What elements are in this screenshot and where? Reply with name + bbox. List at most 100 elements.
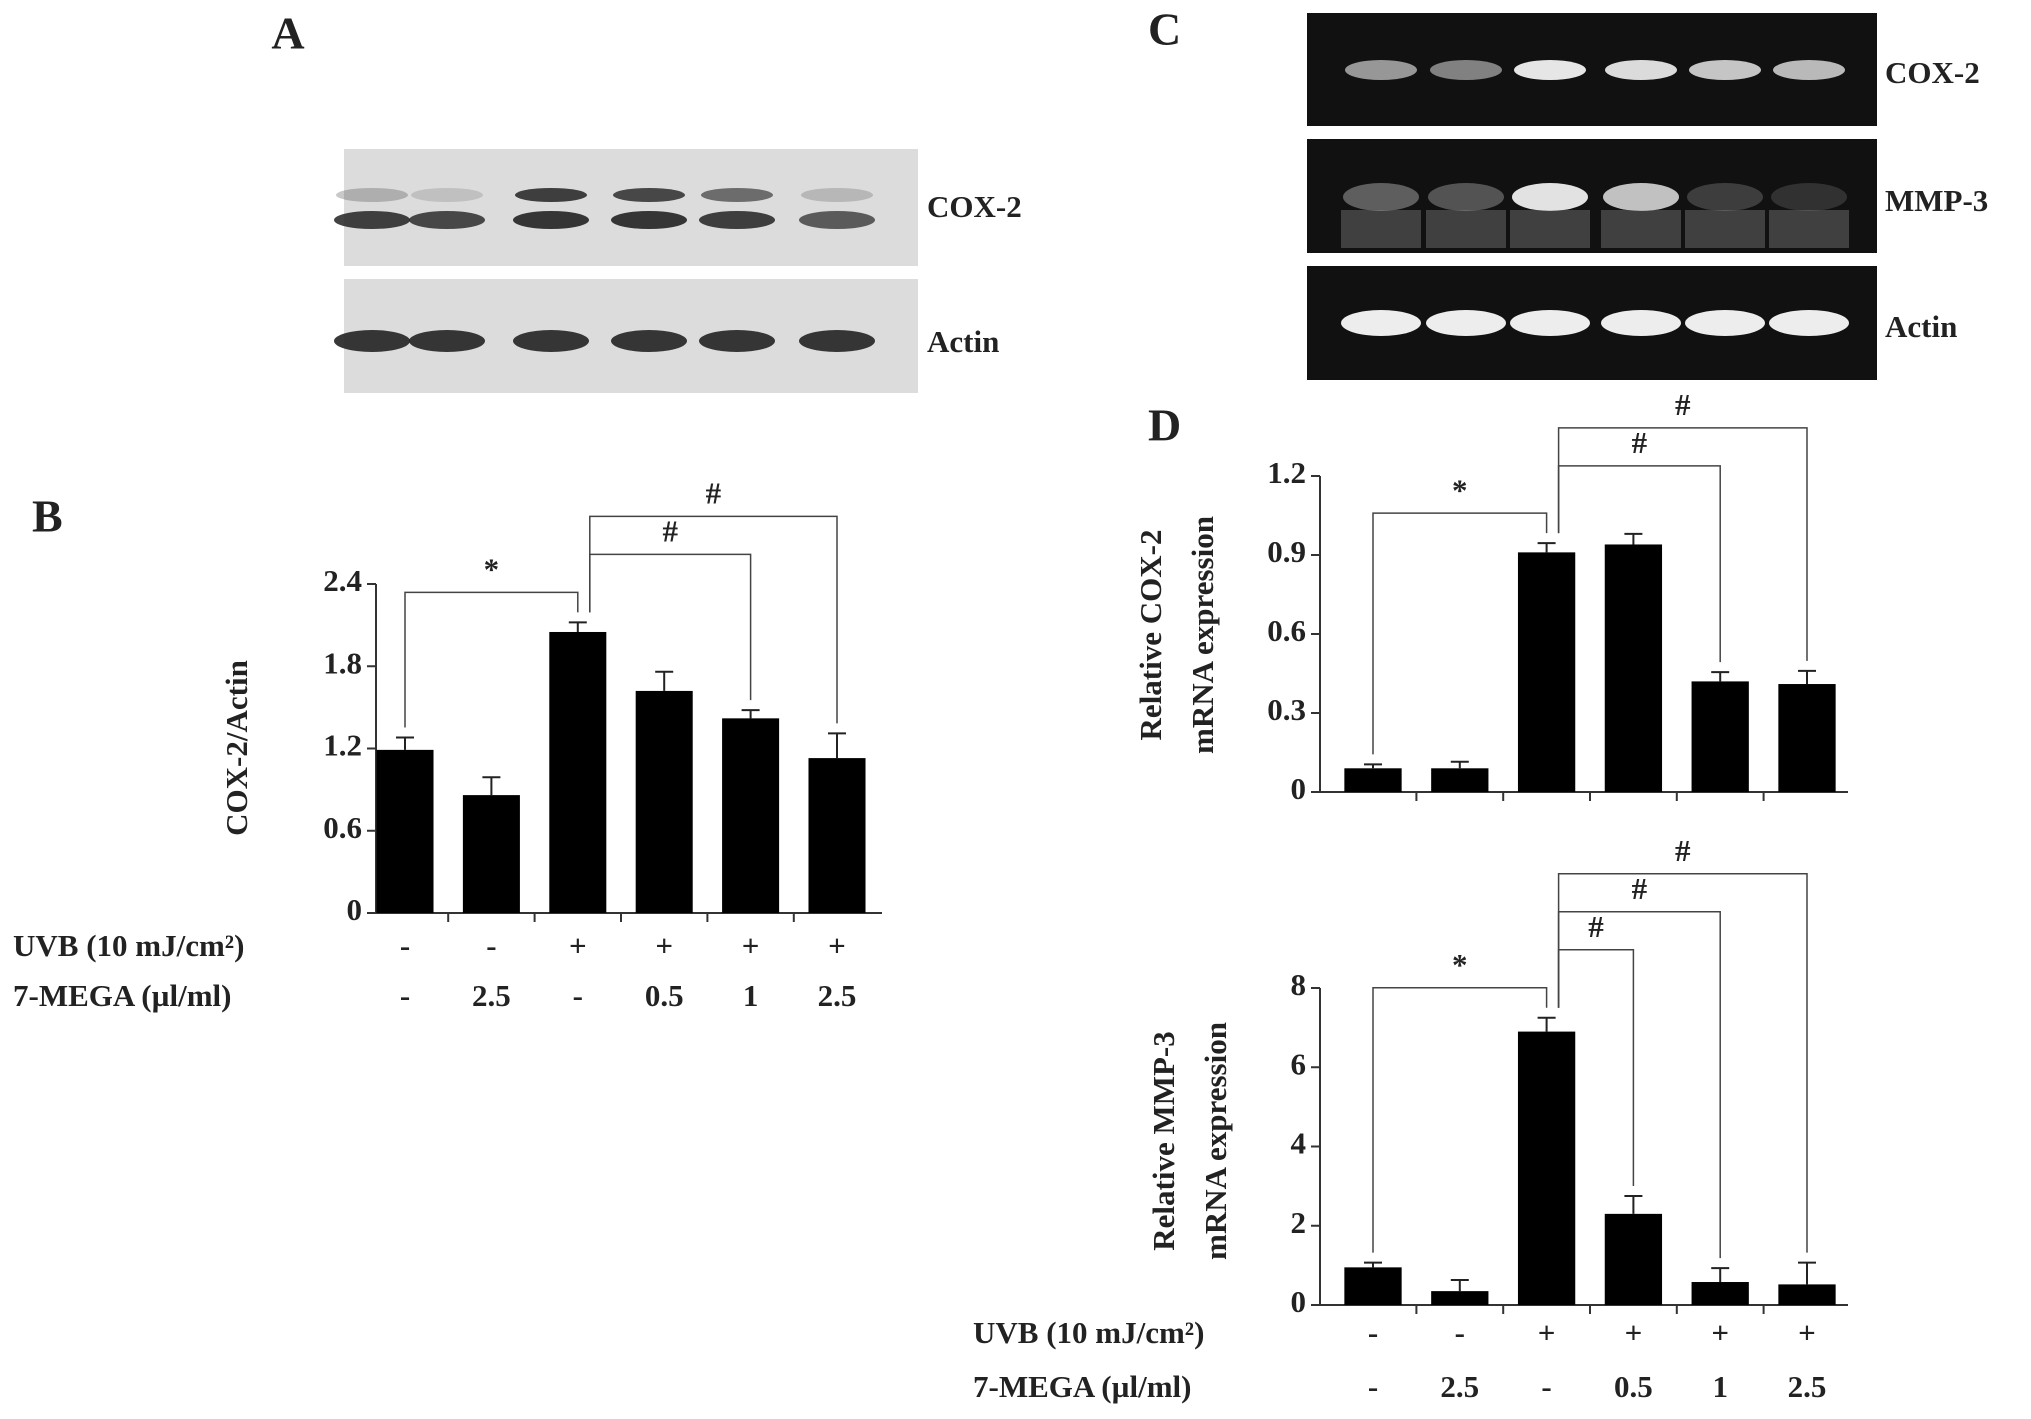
row-value: 0.5	[1614, 1369, 1653, 1404]
band	[699, 330, 775, 352]
y-tick-label: 0.6	[1267, 613, 1306, 648]
error-bar	[1450, 760, 1469, 769]
smear	[1769, 210, 1849, 248]
row-value: -	[400, 928, 410, 963]
y-tick-label: 0.3	[1267, 692, 1306, 727]
error-bar	[1624, 1195, 1643, 1214]
band	[1769, 310, 1849, 336]
error-bar	[1711, 1267, 1730, 1283]
panel-label: D	[1148, 400, 1181, 451]
y-axis-label: mRNA expression	[1198, 1022, 1233, 1260]
band	[334, 330, 410, 352]
row-label: 7-MEGA (µl/ml)	[13, 978, 231, 1013]
row-value: +	[828, 928, 846, 963]
error-bar	[482, 776, 501, 796]
blot-panel	[334, 149, 918, 393]
band	[1430, 60, 1502, 80]
significance-bracket	[1372, 512, 1548, 755]
y-tick-label: 6	[1291, 1046, 1307, 1081]
band	[336, 188, 408, 202]
blot	[1307, 139, 1877, 253]
error-bar	[1364, 1261, 1382, 1268]
row-value: -	[1368, 1369, 1378, 1404]
row-value: +	[1538, 1315, 1556, 1350]
significance-label: #	[1675, 387, 1691, 422]
row-value: 2.5	[818, 978, 857, 1013]
band	[1514, 60, 1586, 80]
bar	[462, 795, 520, 913]
y-tick-label: 0	[347, 892, 363, 927]
band	[1687, 183, 1763, 211]
y-tick-label: 1.2	[1267, 455, 1306, 490]
band	[409, 330, 485, 352]
significance-bracket	[1557, 872, 1808, 1253]
blot-label: COX-2	[927, 189, 1022, 224]
error-bar	[1624, 532, 1643, 545]
bar	[549, 631, 607, 913]
band	[1426, 310, 1506, 336]
band	[1345, 60, 1417, 80]
band	[1605, 60, 1677, 80]
significance-label: *	[1452, 947, 1468, 982]
row-value: +	[742, 928, 760, 963]
band	[701, 188, 773, 202]
bar	[1691, 1282, 1749, 1305]
bar	[722, 718, 780, 913]
band	[1601, 310, 1681, 336]
y-axis-label: Relative MMP-3	[1146, 1031, 1181, 1250]
blot-label: COX-2	[1885, 55, 1980, 90]
row-value: -	[1455, 1315, 1465, 1350]
row-label: 7-MEGA (µl/ml)	[973, 1369, 1191, 1404]
row-value: 2.5	[1440, 1369, 1479, 1404]
row-value: -	[486, 928, 496, 963]
band	[613, 188, 685, 202]
significance-bracket	[404, 591, 579, 728]
error-bar	[655, 670, 674, 691]
error-bar	[828, 732, 846, 759]
error-bar	[741, 709, 760, 719]
bar	[1778, 1284, 1836, 1305]
error-bar	[568, 621, 587, 632]
blot-panel	[1307, 13, 1877, 380]
significance-label: #	[662, 513, 678, 548]
significance-bracket	[1557, 427, 1808, 661]
band	[1341, 310, 1421, 336]
row-value: 1	[1712, 1369, 1728, 1404]
blot-label: MMP-3	[1885, 183, 1988, 218]
y-tick-label: 2.4	[323, 563, 362, 598]
y-tick-label: 0.9	[1267, 534, 1306, 569]
band	[1689, 60, 1761, 80]
bar	[1344, 768, 1402, 792]
row-value: +	[569, 928, 587, 963]
band	[1512, 183, 1588, 211]
bar	[635, 690, 693, 913]
row-value: -	[1368, 1315, 1378, 1350]
row-label: UVB (10 mJ/cm²)	[13, 928, 244, 963]
row-value: +	[1625, 1315, 1643, 1350]
y-axis-label: mRNA expression	[1185, 516, 1220, 754]
bar	[376, 749, 434, 913]
row-value: -	[573, 978, 583, 1013]
row-value: +	[1798, 1315, 1816, 1350]
smear	[1510, 210, 1590, 248]
significance-bracket	[1372, 986, 1548, 1253]
bar	[1344, 1267, 1402, 1305]
band	[1771, 183, 1847, 211]
y-tick-label: 1.2	[323, 728, 362, 763]
y-tick-label: 0	[1291, 771, 1307, 806]
y-tick-label: 0	[1291, 1284, 1307, 1319]
row-label: UVB (10 mJ/cm²)	[973, 1315, 1204, 1350]
error-bar	[1537, 542, 1556, 553]
band	[513, 330, 589, 352]
row-value: 2.5	[1788, 1369, 1827, 1404]
bar	[1517, 1031, 1576, 1305]
band	[1428, 183, 1504, 211]
significance-label: #	[1588, 909, 1604, 944]
smear	[1685, 210, 1765, 248]
bar	[1517, 552, 1576, 792]
significance-bracket	[589, 553, 752, 701]
y-axis-label: Relative COX-2	[1133, 530, 1168, 741]
y-tick-label: 4	[1291, 1126, 1307, 1161]
error-bar	[1711, 671, 1730, 682]
